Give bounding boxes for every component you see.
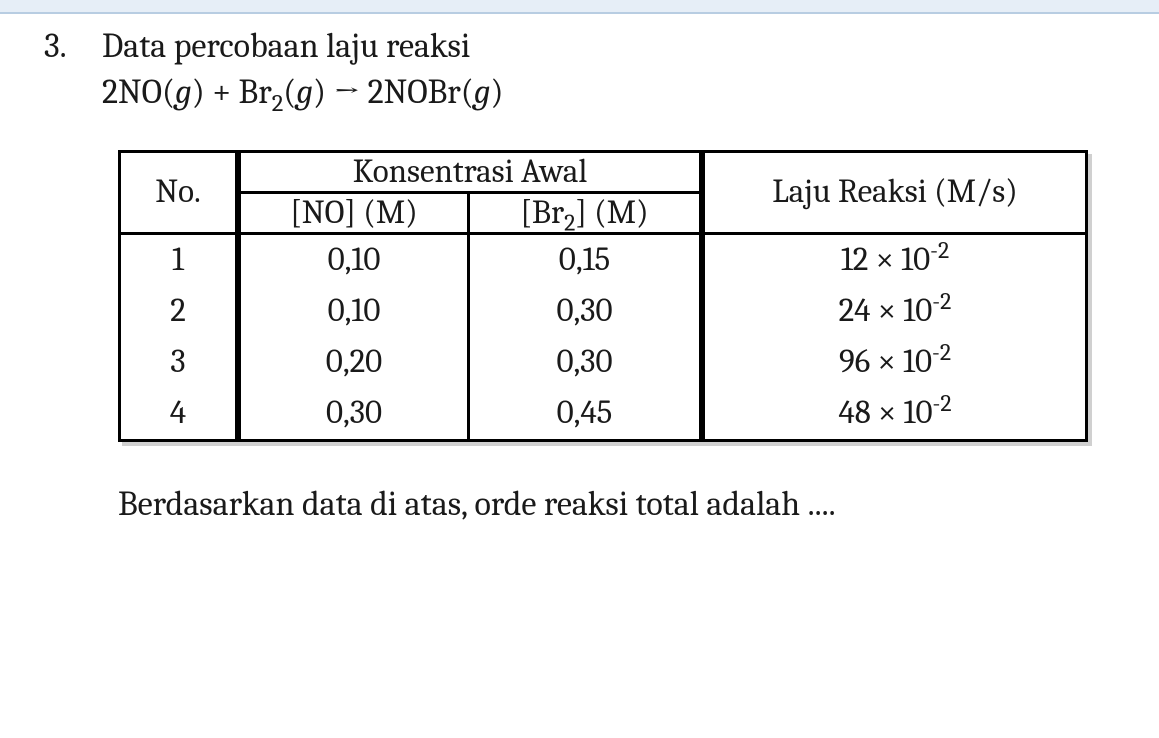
eq-state-g-2: g [296, 72, 313, 112]
eq-state-g-3: g [474, 72, 491, 112]
cell-no-conc: 0,30 [238, 388, 470, 442]
cell-br2-conc: 0,15 [470, 235, 702, 286]
eq-rhs: 2NOBr [368, 72, 461, 112]
table-row: 10,100,1512 × 10-2 [118, 235, 1088, 286]
rate-exp: -2 [933, 390, 952, 417]
eq-lhs2-sub: 2 [272, 90, 284, 118]
page-top-border [0, 0, 1159, 14]
data-table: No. Konsentrasi Awal Laju Reaksi (M/s) [… [118, 150, 1088, 443]
question-prompt: Berdasarkan data di atas, orde reaksi to… [118, 484, 1119, 524]
question-heading: 3. Data percobaan laju reaksi [40, 24, 1119, 70]
cell-no: 3 [118, 337, 238, 388]
eq-plus: + [205, 72, 239, 112]
cell-no: 1 [118, 235, 238, 286]
table-row: 40,300,4548 × 10-2 [118, 388, 1088, 442]
eq-state-g-1: g [175, 72, 192, 112]
rate-exp: -2 [932, 339, 951, 366]
question-text-line1: Data percobaan laju reaksi [102, 24, 1119, 70]
br2-suffix: ] (M) [575, 194, 648, 232]
col-header-br2-conc: [Br2] (M) [470, 194, 702, 235]
rate-exp: -2 [932, 288, 951, 315]
table-row: 20,100,3024 × 10-2 [118, 286, 1088, 337]
table-body: 10,100,1512 × 10-220,100,3024 × 10-230,2… [118, 235, 1088, 443]
cell-br2-conc: 0,30 [470, 286, 702, 337]
br2-sub: 2 [564, 209, 575, 236]
cell-no-conc: 0,10 [238, 286, 470, 337]
data-table-wrap: No. Konsentrasi Awal Laju Reaksi (M/s) [… [118, 150, 1088, 443]
eq-arrow: → [326, 72, 368, 112]
eq-lhs1: 2NO [102, 72, 162, 112]
table-row: 30,200,3096 × 10-2 [118, 337, 1088, 388]
col-header-no: No. [118, 150, 238, 235]
col-header-rate: Laju Reaksi (M/s) [702, 150, 1088, 235]
cell-no-conc: 0,10 [238, 235, 470, 286]
rate-coeff: 96 × 10 [839, 343, 932, 381]
rate-exp: -2 [930, 237, 949, 264]
cell-rate: 96 × 10-2 [702, 337, 1088, 388]
col-header-conc-group: Konsentrasi Awal [238, 150, 702, 194]
table-head: No. Konsentrasi Awal Laju Reaksi (M/s) [… [118, 150, 1088, 235]
question-number: 3. [40, 24, 102, 70]
rate-coeff: 48 × 10 [838, 394, 932, 432]
cell-rate: 12 × 10-2 [702, 235, 1088, 286]
question-block: 3. Data percobaan laju reaksi 2NO(g) + B… [0, 14, 1159, 524]
cell-rate: 24 × 10-2 [702, 286, 1088, 337]
cell-rate: 48 × 10-2 [702, 388, 1088, 442]
rate-coeff: 24 × 10 [839, 292, 933, 330]
cell-br2-conc: 0,30 [470, 337, 702, 388]
col-header-no-conc: [NO] (M) [238, 194, 470, 235]
cell-no: 2 [118, 286, 238, 337]
rate-coeff: 12 × 10 [841, 241, 930, 279]
eq-lhs2-base: Br [239, 72, 272, 112]
cell-no: 4 [118, 388, 238, 442]
cell-br2-conc: 0,45 [470, 388, 702, 442]
cell-no-conc: 0,20 [238, 337, 470, 388]
reaction-equation: 2NO(g) + Br2(g) → 2NOBr(g) [102, 70, 1119, 116]
br2-prefix: [Br [520, 194, 564, 232]
